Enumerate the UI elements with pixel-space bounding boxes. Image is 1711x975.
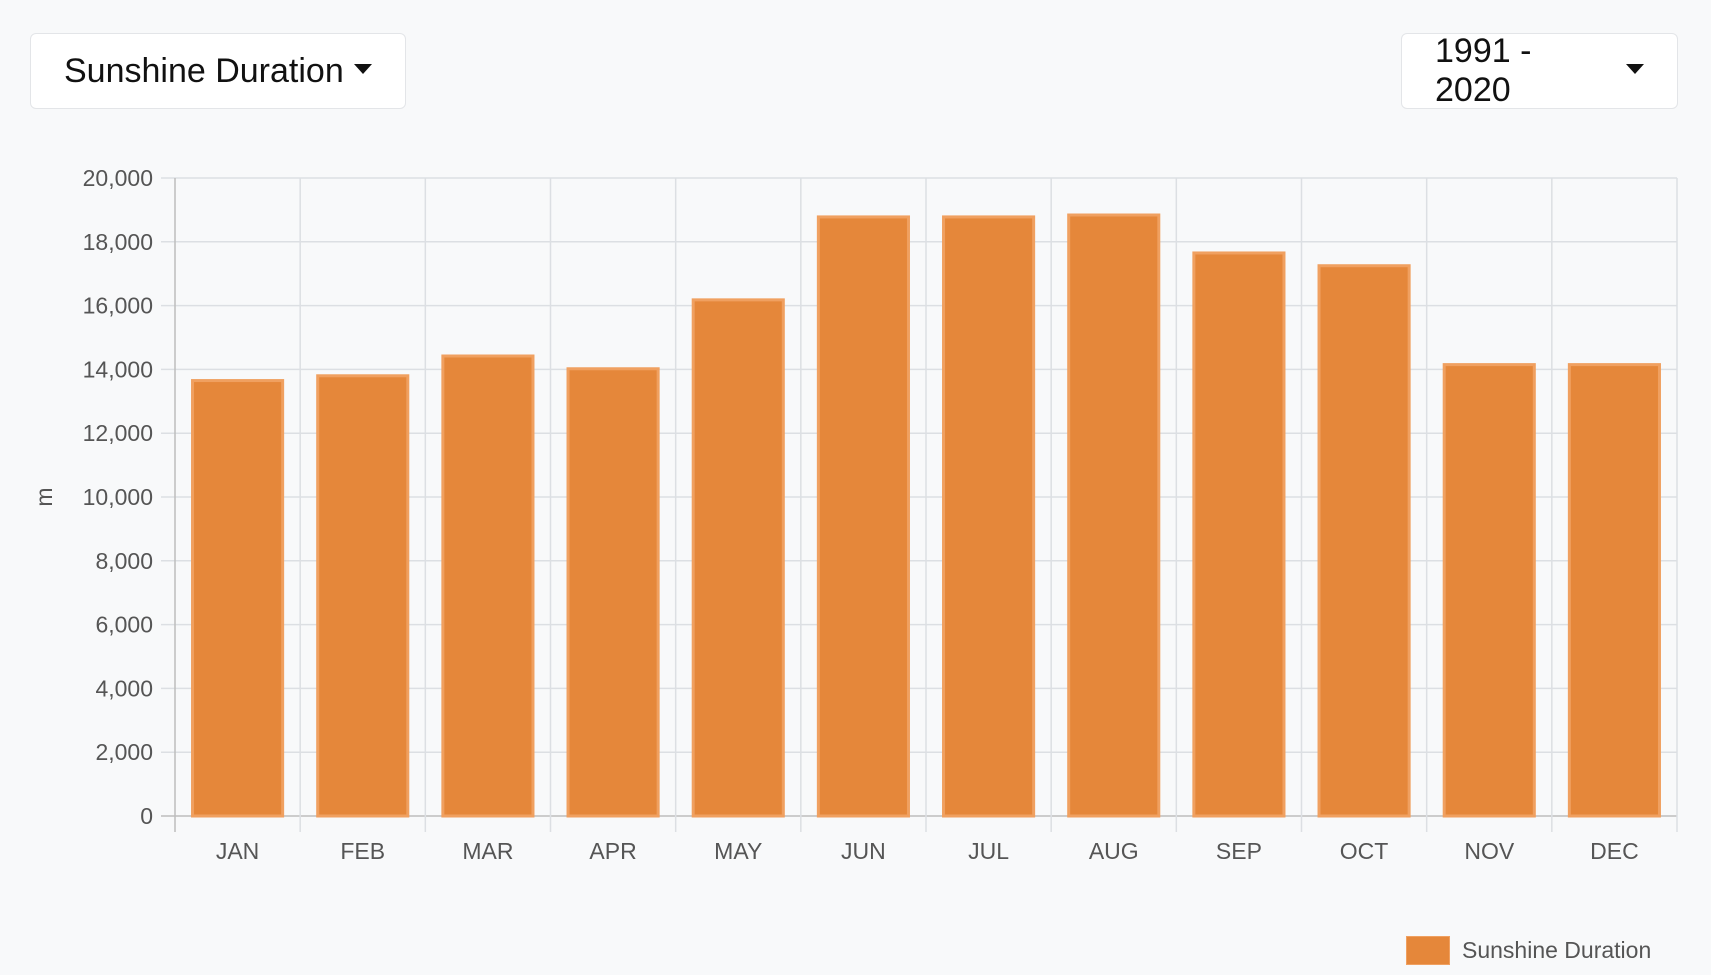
bar-jan[interactable] (191, 379, 285, 818)
bars (191, 213, 1661, 818)
x-tick-label: JUL (968, 838, 1009, 864)
y-tick-label: 4,000 (95, 675, 153, 701)
bar-nov[interactable] (1442, 363, 1536, 818)
x-axis-ticks: JAN FEB MAR APR MAY JUN JUL AUG SEP OCT NOV DEC (216, 838, 1639, 864)
bar-jun[interactable] (816, 215, 910, 818)
y-tick-label: 10,000 (83, 484, 153, 510)
legend-label: Sunshine Duration (1462, 937, 1652, 963)
x-tick-label: MAY (714, 838, 762, 864)
y-tick-label: 20,000 (83, 165, 153, 191)
y-axis-label: m (31, 487, 57, 506)
y-tick-label: 8,000 (95, 548, 153, 574)
metric-dropdown-label: Sunshine Duration (64, 51, 344, 90)
metric-dropdown[interactable]: Sunshine Duration (30, 33, 406, 109)
x-tick-label: JAN (216, 838, 259, 864)
bar-may[interactable] (691, 298, 785, 818)
bar-oct[interactable] (1317, 264, 1411, 818)
y-tick-label: 0 (140, 803, 153, 829)
legend[interactable]: Sunshine Duration (1406, 936, 1651, 965)
x-tick-label: JUN (841, 838, 886, 864)
x-tick-label: FEB (340, 838, 385, 864)
caret-down-icon (1626, 64, 1644, 74)
y-tick-label: 18,000 (83, 229, 153, 255)
x-tick-label: SEP (1216, 838, 1262, 864)
x-tick-label: MAR (462, 838, 513, 864)
y-tick-label: 16,000 (83, 293, 153, 319)
caret-down-icon (353, 64, 372, 74)
bar-feb[interactable] (316, 374, 410, 818)
bar-dec[interactable] (1567, 363, 1661, 818)
y-tick-label: 14,000 (83, 356, 153, 382)
period-dropdown-label: 1991 - 2020 (1435, 32, 1532, 109)
y-tick-label: 6,000 (95, 612, 153, 638)
x-tick-label: DEC (1590, 838, 1639, 864)
x-tick-label: APR (589, 838, 636, 864)
period-dropdown[interactable]: 1991 - 2020 (1401, 32, 1678, 109)
x-tick-label: OCT (1340, 838, 1389, 864)
bar-aug[interactable] (1067, 213, 1161, 818)
x-tick-label: NOV (1464, 838, 1515, 864)
bar-mar[interactable] (441, 354, 535, 818)
bar-jul[interactable] (942, 215, 1036, 818)
bar-apr[interactable] (566, 367, 660, 818)
y-axis-ticks: 0 2,000 4,000 6,000 8,000 10,000 12,000 14,000 1… (83, 165, 153, 829)
y-tick-label: 12,000 (83, 420, 153, 446)
bar-sep[interactable] (1192, 251, 1286, 818)
legend-swatch (1406, 936, 1450, 965)
y-tick-label: 2,000 (95, 739, 153, 765)
chart-grid (161, 177, 1678, 832)
x-tick-label: AUG (1089, 838, 1139, 864)
